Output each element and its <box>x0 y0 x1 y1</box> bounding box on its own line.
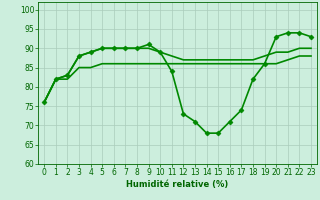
X-axis label: Humidité relative (%): Humidité relative (%) <box>126 180 229 189</box>
